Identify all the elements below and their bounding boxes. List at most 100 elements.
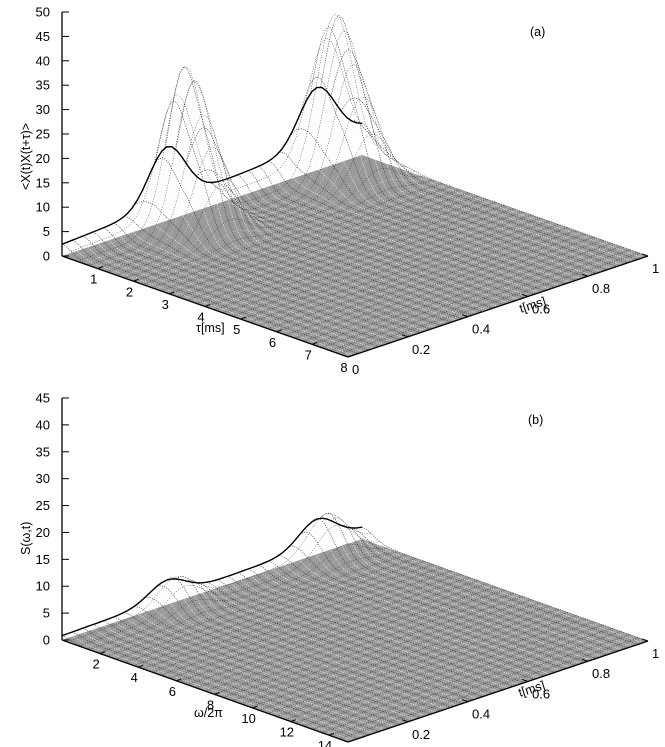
y-tick-label: 0.8 xyxy=(592,281,610,296)
surface-line xyxy=(218,209,519,312)
surface-line xyxy=(124,561,425,663)
surface-line xyxy=(312,243,613,345)
surface-line xyxy=(111,556,412,658)
surface-line xyxy=(187,198,488,301)
surface-line xyxy=(209,591,510,693)
surface-line xyxy=(97,63,398,269)
y-tick-mark xyxy=(401,719,409,723)
surface-line xyxy=(146,569,447,671)
x-tick-label: 3 xyxy=(162,297,169,312)
surface-line xyxy=(267,612,568,714)
y-tick-mark xyxy=(521,293,529,297)
surface-line xyxy=(87,233,375,349)
surface-line xyxy=(196,202,497,304)
surface-line xyxy=(180,577,468,703)
surface-line xyxy=(240,602,541,705)
surface-line xyxy=(134,605,421,718)
surface-line xyxy=(196,582,483,697)
surface-line xyxy=(144,596,431,715)
surface-line xyxy=(88,543,389,650)
z-tick-label: 10 xyxy=(36,579,50,594)
surface-line xyxy=(303,624,604,727)
surface-line xyxy=(160,78,447,325)
panel-b: 051015202530354045246810121400.20.40.60.… xyxy=(19,391,659,747)
surface-line xyxy=(187,583,488,685)
surface-line xyxy=(343,639,644,741)
surface-line xyxy=(273,156,561,286)
surface-line xyxy=(310,26,597,274)
surface-line xyxy=(103,620,390,729)
x-tick-mark xyxy=(312,341,318,345)
y-tick-label: 0.6 xyxy=(532,301,550,316)
surface-line xyxy=(79,13,381,261)
surface-line xyxy=(170,575,457,706)
surface-line xyxy=(173,578,474,681)
z-tick-label: 5 xyxy=(43,606,50,621)
surface-line xyxy=(139,601,426,717)
surface-line xyxy=(106,554,407,657)
x-tick-mark xyxy=(204,304,211,307)
surface-line xyxy=(249,605,550,708)
x-tick-label: 10 xyxy=(241,711,255,726)
surface-line xyxy=(263,225,564,328)
surface-line xyxy=(149,591,437,713)
surface-line xyxy=(115,557,416,660)
y-tick-mark xyxy=(341,739,349,743)
surface-line xyxy=(191,200,492,303)
x-tick-mark xyxy=(97,266,103,270)
surface-line xyxy=(249,221,550,323)
surface-line xyxy=(84,534,385,648)
surface-line xyxy=(113,222,400,340)
surface-line xyxy=(191,151,478,314)
surface-line xyxy=(227,597,528,700)
surface-line xyxy=(102,552,403,655)
surface-line xyxy=(227,178,514,302)
surface-line xyxy=(341,524,628,649)
z-tick-label: 30 xyxy=(36,102,50,117)
surface-line xyxy=(155,572,456,674)
surface-line xyxy=(280,232,582,334)
surface-line xyxy=(118,219,405,339)
x-tick-label: 1 xyxy=(90,272,97,287)
surface-line xyxy=(320,15,607,271)
surface-line xyxy=(271,228,573,331)
surface-line xyxy=(173,194,474,296)
surface-line xyxy=(129,609,416,720)
surface-line xyxy=(307,626,608,728)
surface-line xyxy=(245,219,546,321)
y-tick-mark xyxy=(581,273,589,277)
surface-line xyxy=(321,631,622,733)
surface-line xyxy=(285,233,586,336)
x-axis-label-a: τ[ms] xyxy=(196,321,225,335)
surface-line xyxy=(245,604,546,706)
surface-line xyxy=(253,168,540,293)
surface-line xyxy=(209,206,510,309)
surface-line xyxy=(142,567,443,669)
surface-line xyxy=(160,580,447,710)
surface-a xyxy=(61,13,649,358)
surface-line xyxy=(330,517,618,652)
surface-line xyxy=(144,157,431,330)
z-tick-label: 25 xyxy=(36,127,50,142)
surface-line xyxy=(289,235,590,337)
z-tick-label: 0 xyxy=(43,633,50,648)
y-tick-mark xyxy=(581,658,589,662)
z-tick-label: 5 xyxy=(43,224,50,239)
surface-line xyxy=(289,620,590,722)
y-tick-label: 1 xyxy=(652,646,659,661)
surface-line xyxy=(263,610,564,712)
surface-edge xyxy=(61,86,363,245)
y-tick-label: 1 xyxy=(652,261,659,276)
surface-line xyxy=(128,177,430,280)
y-tick-label: 0 xyxy=(352,362,359,377)
y-tick-label: 0.2 xyxy=(412,727,430,742)
surface-line xyxy=(213,208,514,310)
surface-line xyxy=(248,170,535,295)
z-tick-label: 50 xyxy=(36,5,50,20)
surface-line xyxy=(87,626,375,734)
x-tick-mark xyxy=(169,291,175,295)
surface-line xyxy=(206,582,493,694)
surface-line xyxy=(356,527,643,643)
